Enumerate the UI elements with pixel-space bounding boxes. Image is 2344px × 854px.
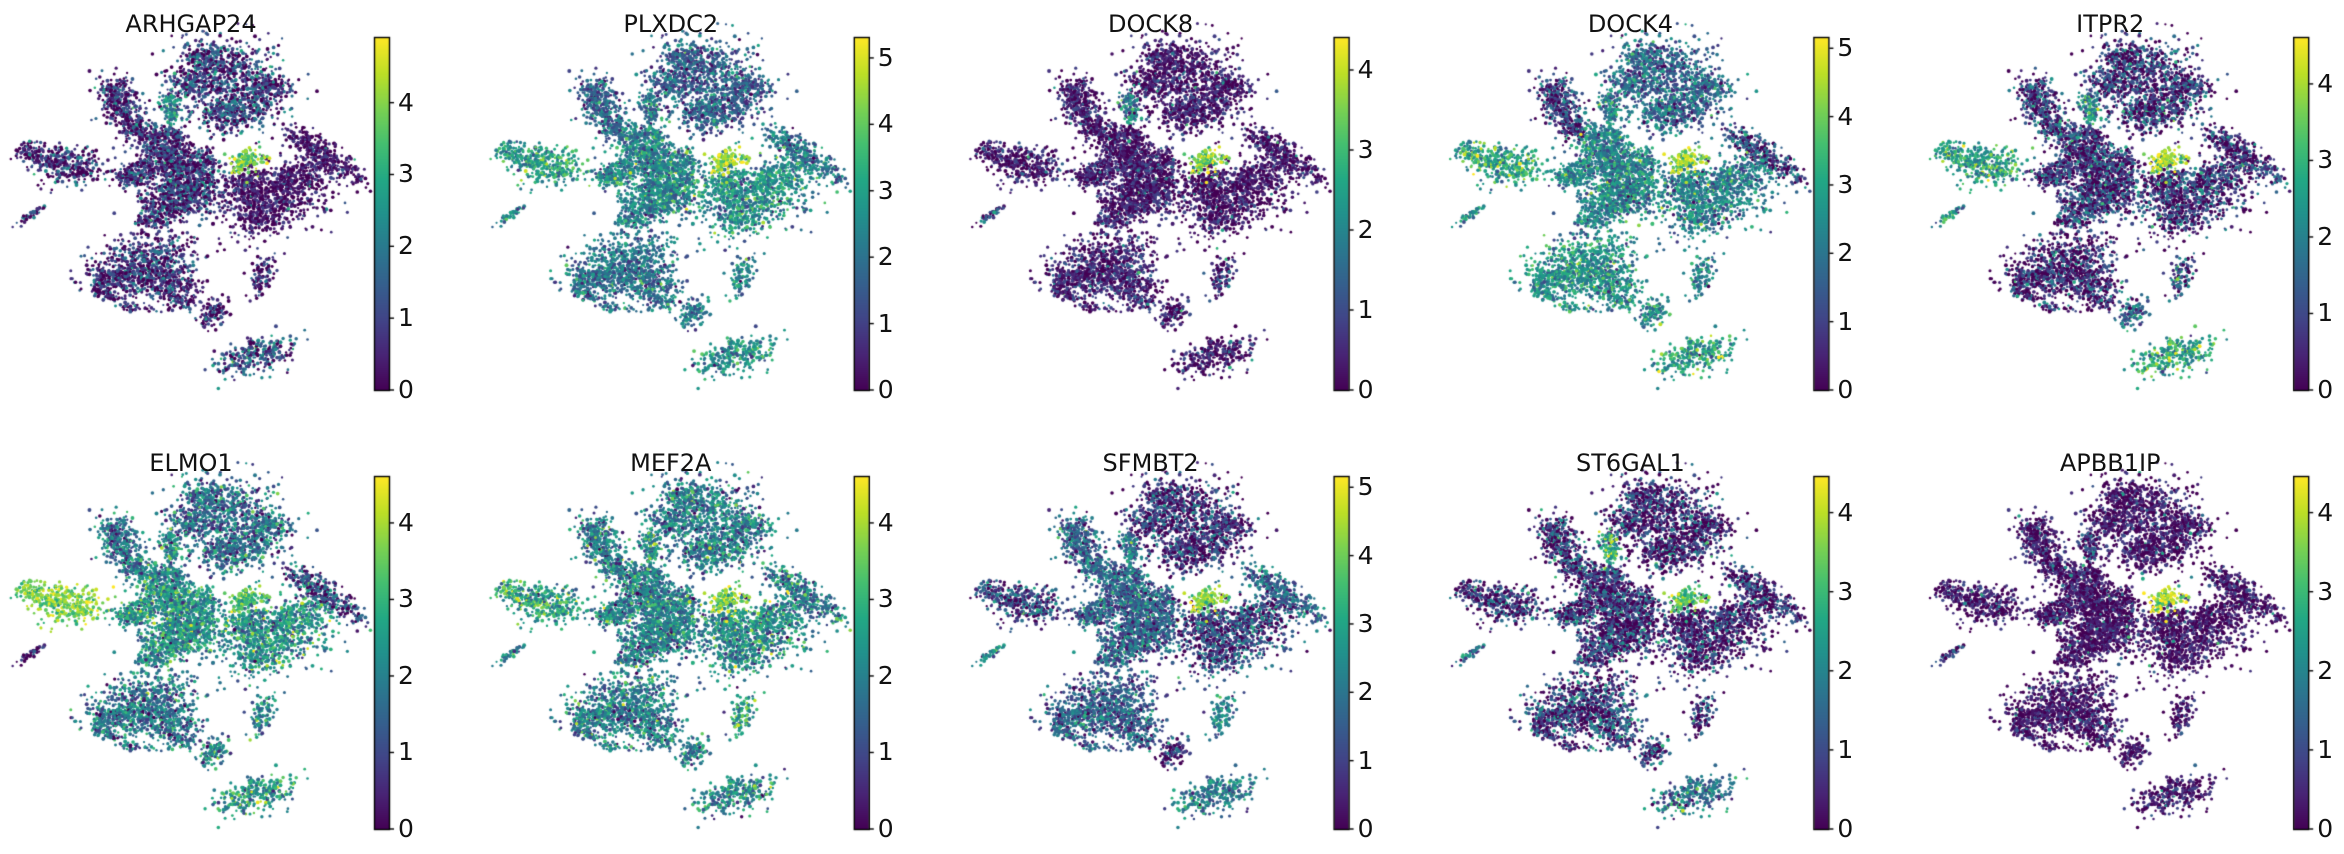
colorbar-tick-label: 3 <box>1357 135 1374 164</box>
colorbar-tick-label: 2 <box>398 231 414 261</box>
umap-panel-sfmbt2: SFMBT2 0 1 2 3 4 5 <box>938 427 1406 854</box>
colorbar-tick-label: 4 <box>398 507 414 537</box>
panel-title: MEF2A <box>630 449 712 477</box>
colorbar-tick-label: 0 <box>877 814 894 843</box>
colorbar-tick-label: 0 <box>1357 814 1374 843</box>
umap-panel-apbb1ip: APBB1IP 0 1 2 3 4 <box>1875 427 2343 854</box>
colorbar-tick-label: 3 <box>398 584 414 614</box>
colorbar-tick-label: 4 <box>2317 68 2334 98</box>
colorbar-tick-label: 2 <box>1357 677 1374 707</box>
colorbar-tick-label: 4 <box>2317 497 2334 527</box>
colorbar-tick-label: 4 <box>877 109 894 139</box>
panel-title: PLXDC2 <box>623 10 719 38</box>
umap-panel-dock8: DOCK8 0 1 2 3 4 <box>938 0 1406 427</box>
colorbar-tick-label: 3 <box>1837 576 1854 606</box>
colorbar-tick-label: 0 <box>2317 814 2334 843</box>
panel-title: ARHGAP24 <box>125 10 257 38</box>
panel-title: SFMBT2 <box>1102 449 1199 477</box>
umap-panel-dock4: DOCK4 0 1 2 3 4 5 <box>1406 0 1874 427</box>
colorbar-tick-label: 3 <box>398 159 414 189</box>
colorbar-tick-label: 4 <box>1357 55 1374 84</box>
colorbar-tick-label: 3 <box>877 584 894 614</box>
colorbar-tick-label: 0 <box>1837 814 1854 843</box>
colorbar-tick-label: 4 <box>398 87 414 117</box>
colorbar-tick-label: 1 <box>877 308 894 338</box>
colorbar-tick-label: 3 <box>2317 145 2334 175</box>
colorbar-tick-label: 5 <box>1837 33 1854 63</box>
colorbar-tick-label: 1 <box>398 303 414 333</box>
colorbar-tick-label: 5 <box>1357 472 1374 502</box>
colorbar-tick-label: 0 <box>1357 375 1374 404</box>
colorbar-tick-label: 1 <box>877 737 894 767</box>
colorbar-tick-label: 4 <box>877 507 894 537</box>
colorbar-tick-label: 1 <box>1837 734 1854 764</box>
colorbar-tick-label: 3 <box>877 175 894 205</box>
colorbar-tick-label: 1 <box>1357 745 1374 775</box>
colorbar-tick-label: 4 <box>1357 540 1374 570</box>
panel-title: DOCK8 <box>1108 10 1194 38</box>
umap-panel-itpr2: ITPR2 0 1 2 3 4 <box>1875 0 2343 427</box>
colorbar-tick-label: 0 <box>1837 375 1854 404</box>
colorbar-tick-label: 0 <box>398 814 414 843</box>
colorbar-tick-label: 3 <box>1837 169 1854 199</box>
colorbar-tick-label: 5 <box>877 42 894 72</box>
colorbar-tick-label: 2 <box>877 660 894 690</box>
panel-title: ELMO1 <box>149 449 233 477</box>
umap-panel-elmo1: ELMO1 0 1 2 3 4 <box>0 427 468 854</box>
colorbar-tick-label: 4 <box>1837 101 1854 131</box>
panel-title: DOCK4 <box>1587 10 1673 38</box>
colorbar-tick-label: 3 <box>1357 608 1374 638</box>
colorbar-tick-label: 2 <box>398 660 414 690</box>
colorbar-tick-label: 2 <box>1357 215 1374 244</box>
panel-title: APBB1IP <box>2059 449 2161 477</box>
colorbar-tick-label: 2 <box>877 242 894 272</box>
colorbar-tick-label: 1 <box>2317 734 2334 764</box>
colorbar-tick-label: 4 <box>1837 497 1854 527</box>
umap-panel-mef2a: MEF2A 0 1 2 3 4 <box>469 427 937 854</box>
colorbar-tick-label: 2 <box>1837 655 1854 685</box>
colorbar-tick-label: 1 <box>1357 295 1374 324</box>
panel-title: ST6GAL1 <box>1575 449 1685 477</box>
colorbar-tick-label: 2 <box>2317 655 2334 685</box>
colorbar-tick-label: 2 <box>2317 221 2334 251</box>
colorbar-tick-label: 0 <box>398 375 414 404</box>
colorbar-tick-label: 0 <box>2317 375 2334 404</box>
umap-panel-plxdc2: PLXDC2 0 1 2 3 4 5 <box>469 0 937 427</box>
umap-panel-arhgap24: ARHGAP24 0 1 2 3 4 <box>0 0 468 427</box>
colorbar-tick-label: 1 <box>398 737 414 767</box>
colorbar-tick-label: 2 <box>1837 238 1854 268</box>
colorbar-tick-label: 1 <box>2317 298 2334 328</box>
panel-title: ITPR2 <box>2076 10 2145 38</box>
colorbar-tick-label: 3 <box>2317 576 2334 606</box>
colorbar-tick-label: 0 <box>877 375 894 404</box>
colorbar-tick-label: 1 <box>1837 306 1854 336</box>
umap-panel-st6gal1: ST6GAL1 0 1 2 3 4 <box>1406 427 1874 854</box>
